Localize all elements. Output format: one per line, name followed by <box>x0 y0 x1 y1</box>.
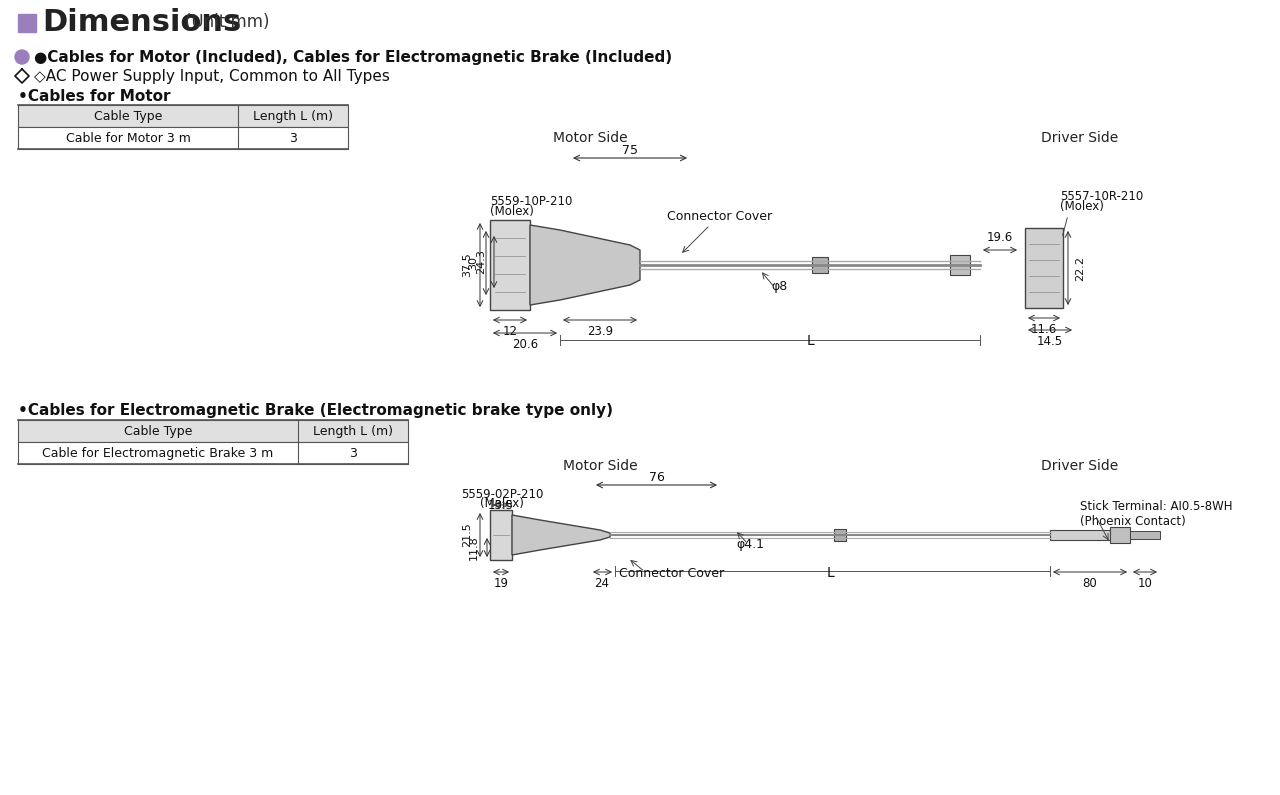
Text: 10: 10 <box>1138 577 1152 590</box>
Text: Cable Type: Cable Type <box>124 425 192 437</box>
Text: 21.5: 21.5 <box>462 522 472 548</box>
Text: 30: 30 <box>468 256 477 270</box>
Text: 5559-02P-210: 5559-02P-210 <box>461 488 543 501</box>
Bar <box>1110 527 1130 543</box>
Text: Connector Cover: Connector Cover <box>667 210 773 223</box>
Text: 5557-10R-210: 5557-10R-210 <box>1060 190 1143 203</box>
Bar <box>18 105 348 127</box>
Bar <box>1025 228 1062 308</box>
Text: Dimensions: Dimensions <box>42 7 241 37</box>
Text: ●Cables for Motor (Included), Cables for Electromagnetic Brake (Included): ●Cables for Motor (Included), Cables for… <box>35 49 672 64</box>
Bar <box>950 255 970 275</box>
Text: Driver Side: Driver Side <box>1042 131 1119 145</box>
Text: 24: 24 <box>594 577 609 590</box>
Text: 14.5: 14.5 <box>1037 335 1064 348</box>
Bar <box>18 14 36 32</box>
Text: 12: 12 <box>503 325 517 338</box>
Text: Cable for Motor 3 m: Cable for Motor 3 m <box>65 131 191 145</box>
Text: 5559-10P-210: 5559-10P-210 <box>490 195 572 208</box>
Text: Cable for Electromagnetic Brake 3 m: Cable for Electromagnetic Brake 3 m <box>42 447 274 460</box>
Bar <box>18 127 348 149</box>
Bar <box>835 529 846 541</box>
Text: 13.5: 13.5 <box>488 499 515 512</box>
Polygon shape <box>530 225 640 305</box>
Text: ◇AC Power Supply Input, Common to All Types: ◇AC Power Supply Input, Common to All Ty… <box>35 68 390 83</box>
Bar <box>18 442 408 464</box>
Text: (Molex): (Molex) <box>480 497 524 510</box>
Text: 75: 75 <box>622 144 637 157</box>
Text: Length L (m): Length L (m) <box>314 425 393 437</box>
Text: (Unit mm): (Unit mm) <box>186 13 270 31</box>
Text: 76: 76 <box>649 471 664 483</box>
Text: 24.3: 24.3 <box>476 250 486 274</box>
Text: 37.5: 37.5 <box>462 253 472 277</box>
Text: L: L <box>806 334 814 348</box>
Text: Length L (m): Length L (m) <box>253 110 333 122</box>
Text: Motor Side: Motor Side <box>553 131 627 145</box>
Text: Stick Terminal: AI0.5-8WH
(Phoenix Contact): Stick Terminal: AI0.5-8WH (Phoenix Conta… <box>1080 500 1233 528</box>
Circle shape <box>15 50 29 64</box>
Text: •Cables for Motor: •Cables for Motor <box>18 88 170 103</box>
Polygon shape <box>512 515 611 555</box>
Bar <box>812 257 828 273</box>
Text: 19.6: 19.6 <box>987 231 1014 244</box>
Text: φ8: φ8 <box>772 280 788 293</box>
Text: (Molex): (Molex) <box>490 205 534 218</box>
Text: •Cables for Electromagnetic Brake (Electromagnetic brake type only): •Cables for Electromagnetic Brake (Elect… <box>18 402 613 417</box>
Bar <box>1130 531 1160 539</box>
Text: φ4.1: φ4.1 <box>736 538 764 551</box>
Text: 19: 19 <box>494 577 508 590</box>
Text: 20.6: 20.6 <box>512 338 538 351</box>
Text: 3: 3 <box>289 131 297 145</box>
Bar <box>18 420 408 442</box>
Text: Cable Type: Cable Type <box>93 110 163 122</box>
Text: 3: 3 <box>349 447 357 460</box>
Text: Connector Cover: Connector Cover <box>620 567 724 580</box>
Text: 11.8: 11.8 <box>468 535 479 560</box>
Text: Driver Side: Driver Side <box>1042 459 1119 473</box>
Text: L: L <box>826 566 833 580</box>
Bar <box>490 220 530 310</box>
Text: Motor Side: Motor Side <box>563 459 637 473</box>
Bar <box>1050 530 1110 540</box>
Text: 11.6: 11.6 <box>1030 323 1057 336</box>
Text: (Molex): (Molex) <box>1060 200 1103 213</box>
Text: 23.9: 23.9 <box>588 325 613 338</box>
Text: 80: 80 <box>1083 577 1097 590</box>
Bar <box>490 510 512 560</box>
Text: 22.2: 22.2 <box>1075 255 1085 281</box>
